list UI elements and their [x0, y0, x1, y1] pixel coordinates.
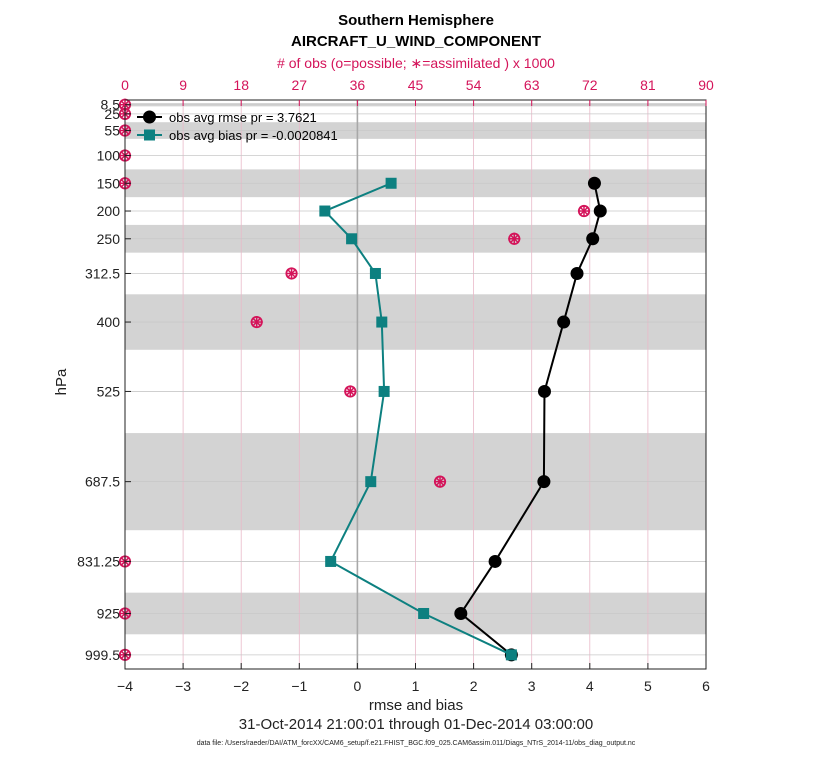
top-tick-label-3: 27: [292, 77, 308, 93]
rmse-point-1: [593, 204, 607, 218]
top-axis-label: # of obs (o=possible; ∗=assimilated ) x …: [277, 55, 555, 71]
bias-point-8: [418, 607, 430, 619]
bias-point-3: [369, 267, 381, 279]
series-line-obs-avg-rmse: [459, 183, 602, 656]
top-tick-label-0: 0: [121, 77, 129, 93]
legend: obs avg rmse pr = 3.7621 obs avg bias pr …: [137, 110, 338, 143]
bias-point-7: [325, 555, 337, 567]
grid-lines: [125, 100, 706, 669]
rmse-point-7: [488, 554, 502, 568]
bias-point-1: [319, 205, 331, 217]
y-tick-label-12: 925: [97, 605, 121, 621]
obs-assimilated-5: [577, 205, 590, 218]
y-tick-label-1: 25: [104, 106, 120, 122]
x-tick-label-6: 2: [470, 678, 478, 694]
x-tick-label-10: 6: [702, 678, 710, 694]
x-axis-label: rmse and bias: [369, 697, 463, 714]
y-tick-label-13: 999.5: [85, 647, 120, 663]
x-tick-label-4: 0: [354, 678, 362, 694]
obs-assimilated-9: [344, 385, 357, 398]
y-tick-label-3: 100: [97, 148, 121, 164]
rmse-point-4: [557, 315, 571, 329]
top-tick-label-7: 63: [524, 77, 540, 93]
rmse-point-8: [454, 606, 468, 620]
bias-point-9: [505, 649, 517, 661]
asterisk-stroke: [286, 268, 297, 279]
y-axis-label: hPa: [53, 368, 70, 395]
x-tick-label-3: −1: [291, 678, 307, 694]
bias-point-4: [376, 316, 388, 328]
x-tick-label-1: −3: [175, 678, 191, 694]
top-tick-label-9: 81: [640, 77, 656, 93]
y-tick-label-8: 400: [97, 314, 121, 330]
obs-assimilated-7: [285, 267, 298, 280]
legend-label-0: obs avg rmse pr = 3.7621: [169, 110, 317, 125]
asterisk-stroke: [579, 206, 589, 216]
top-tick-label-10: 90: [698, 77, 714, 93]
bias-point-2: [346, 233, 358, 245]
bias-point-0: [385, 177, 397, 189]
obs-assimilated-8: [250, 316, 263, 329]
x-tick-label-5: 1: [412, 678, 420, 694]
x-tick-label-8: 4: [586, 678, 594, 694]
top-tick-label-5: 45: [408, 77, 424, 93]
asterisk-stroke: [251, 317, 262, 327]
legend-marker-0: [143, 110, 156, 124]
y-tick-label-5: 200: [97, 203, 121, 219]
top-tick-label-8: 72: [582, 77, 598, 93]
series-line-obs-avg-bias: [323, 182, 512, 656]
date-range: 31-Oct-2014 21:00:01 through 01-Dec-2014…: [239, 716, 593, 733]
rmse-point-0: [587, 176, 601, 190]
y-tick-label-11: 831.25: [77, 553, 120, 569]
x-tick-label-0: −4: [117, 678, 133, 694]
y-tick-label-4: 150: [97, 175, 121, 191]
y-tick-label-6: 250: [97, 231, 121, 247]
y-tick-label-9: 525: [97, 383, 121, 399]
data-file-path: data file: /Users/raeder/DAI/ATM_forcXX/…: [197, 740, 636, 747]
top-tick-label-6: 54: [466, 77, 482, 93]
y-tick-label-10: 687.5: [85, 474, 120, 490]
chart-title: Southern Hemisphere: [338, 12, 494, 29]
rmse-point-5: [537, 384, 551, 398]
legend-marker-1: [144, 129, 155, 141]
rmse-point-6: [537, 475, 551, 489]
top-tick-label-2: 18: [233, 77, 249, 93]
asterisk-stroke: [509, 234, 520, 244]
chart-subtitle: AIRCRAFT_U_WIND_COMPONENT: [291, 33, 541, 50]
obs-assimilated-10: [434, 475, 447, 488]
bias-point-5: [378, 385, 390, 397]
asterisk-stroke: [435, 476, 445, 487]
rmse-point-3: [570, 266, 584, 280]
series-group: [319, 176, 607, 662]
top-tick-label-4: 36: [350, 77, 366, 93]
obs-assimilated-6: [508, 232, 521, 245]
asterisk-stroke: [345, 386, 356, 397]
y-tick-label-2: 55: [104, 123, 120, 139]
rmse-point-2: [586, 232, 600, 246]
y-tick-label-7: 312.5: [85, 265, 120, 281]
x-tick-label-9: 5: [644, 678, 652, 694]
axes-group: −4 −3 −2 −1 0 1 2 3 4 5 60 9 18 27 36 45 54 63 72 81 908.525…: [77, 77, 714, 694]
x-tick-label-7: 3: [528, 678, 536, 694]
bias-point-6: [365, 476, 377, 488]
y-tick-label-0: 8.5: [101, 97, 121, 113]
top-tick-label-1: 9: [179, 77, 187, 93]
legend-label-1: obs avg bias pr = -0.0020841: [169, 128, 338, 143]
x-tick-label-2: −2: [233, 678, 249, 694]
